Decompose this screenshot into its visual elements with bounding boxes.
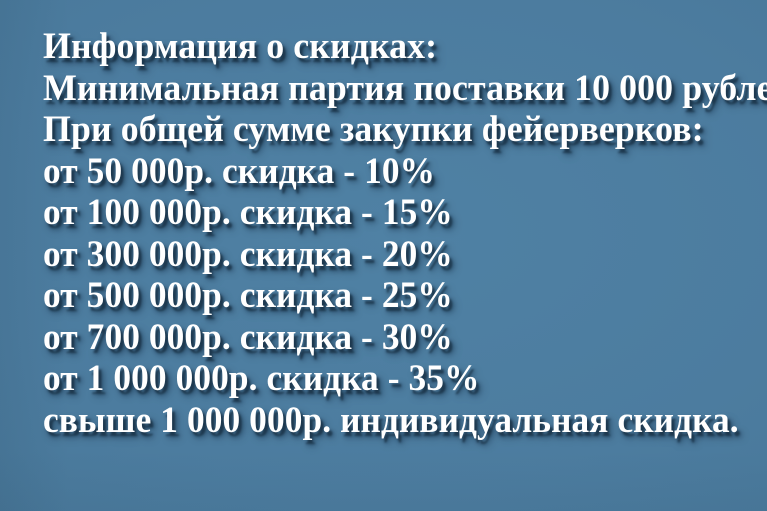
discount-tier-50k: от 50 000р. скидка - 10% bbox=[43, 150, 436, 192]
discount-tier-700k: от 700 000р. скидка - 30% bbox=[43, 316, 453, 358]
discount-tier-100k: от 100 000р. скидка - 15% bbox=[43, 192, 453, 233]
discount-intro-line: При общей сумме закупки фейерверков: bbox=[43, 109, 704, 150]
discount-tier-1m: от 1 000 000р. скидка - 35% bbox=[43, 358, 480, 399]
discount-info-text-block: Информация о скидках: Минимальная партия… bbox=[43, 26, 767, 441]
discount-tier-above-1m: свыше 1 000 000р. индивидуальная скидка. bbox=[43, 399, 739, 441]
discount-tier-300k: от 300 000р. скидка - 20% bbox=[43, 233, 453, 275]
info-heading: Информация о скидках: bbox=[43, 26, 438, 67]
minimum-order-line: Минимальная партия поставки 10 000 рубле… bbox=[43, 67, 767, 109]
discount-tier-500k: от 500 000р. скидка - 25% bbox=[43, 275, 453, 316]
